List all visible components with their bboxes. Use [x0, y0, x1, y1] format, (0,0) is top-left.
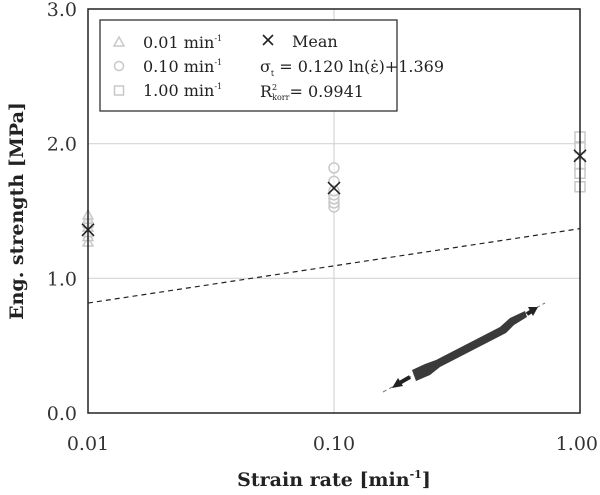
tick-labels: 0.0 1.0 2.0 3.0 0.01 0.10 1.00 — [47, 0, 598, 455]
equation-text: = 0.120 ln(ε̇)+1.369 — [274, 57, 444, 76]
plot-frame — [87, 8, 581, 414]
x-tick-label: 0.10 — [313, 433, 355, 455]
legend-label-sup: -1 — [214, 34, 222, 43]
x-marker-icon — [262, 34, 274, 46]
legend-label: 0.01 min — [143, 33, 214, 52]
sigma-subscript: t — [271, 69, 275, 78]
fit-equation: σt = 0.120 ln(ε̇)+1.369 — [260, 57, 444, 78]
legend-item-mean: Mean — [262, 32, 338, 51]
data-point-circle — [328, 175, 340, 188]
legend-label-sup: -1 — [214, 82, 222, 91]
data-point-circle — [328, 162, 340, 174]
svg-text:0.10 min-1: 0.10 min-1 — [143, 57, 222, 76]
x-axis-label-sup: -1 — [410, 468, 422, 481]
triangle-marker-icon — [112, 35, 126, 47]
r2-value: = 0.9941 — [289, 82, 363, 101]
mean-x-stroke — [327, 181, 341, 195]
y-tick-label: 3.0 — [47, 0, 77, 21]
tensile-specimen-icon — [382, 302, 546, 393]
svg-text:1.00 min-1: 1.00 min-1 — [143, 81, 222, 100]
x-axis-label-text: Strain rate [min — [237, 469, 410, 491]
square-marker-icon — [113, 85, 125, 96]
svg-text:0.01 min-1: 0.01 min-1 — [143, 33, 222, 52]
legend-label-sup: -1 — [214, 58, 222, 67]
legend-item-0.01: 0.01 min-1 — [112, 33, 222, 52]
mean-point — [327, 181, 341, 195]
legend: 0.01 min-1 0.10 min-1 1.00 min-1 Mean σt… — [99, 19, 444, 112]
legend-label: 0.10 min — [143, 57, 214, 76]
x-tick-label: 1.00 — [556, 433, 598, 455]
y-axis-label: Eng. strength [MPa] — [6, 102, 28, 320]
sigma-symbol: σ — [260, 57, 271, 76]
y-tick-label: 1.0 — [47, 268, 77, 290]
legend-label: 1.00 min — [143, 81, 214, 100]
r2-symbol: R — [260, 82, 273, 101]
x-axis-label: Strain rate [min-1] — [237, 468, 431, 491]
fit-line — [87, 228, 581, 304]
r2-sub: korr — [272, 93, 289, 102]
fit-line-group — [87, 228, 581, 304]
x-axis-label-end: ] — [422, 469, 431, 491]
y-tick-label: 2.0 — [47, 134, 77, 156]
r-squared: R2 korr= 0.9941 — [260, 82, 364, 102]
legend-item-1.00: 1.00 min-1 — [113, 81, 222, 100]
r2-sup: 2 — [272, 83, 277, 92]
x-tick-label: 0.01 — [67, 433, 109, 455]
y-tick-label: 0.0 — [47, 403, 77, 425]
legend-item-0.10: 0.10 min-1 — [113, 57, 222, 76]
circle-marker-icon — [113, 60, 125, 72]
legend-label-mean: Mean — [292, 32, 338, 51]
